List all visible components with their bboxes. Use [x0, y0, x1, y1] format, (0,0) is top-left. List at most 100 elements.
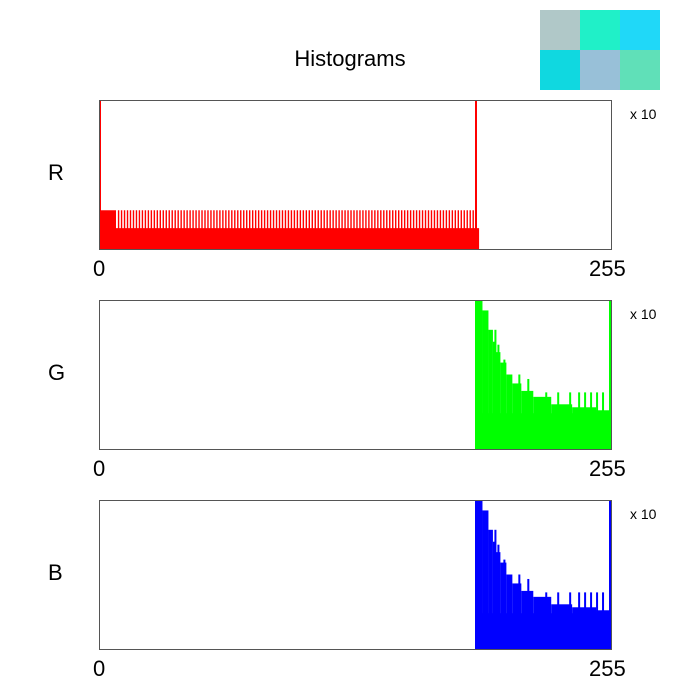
- x-tick-max-g: 255: [589, 456, 626, 481]
- histogram-bar: [590, 392, 593, 449]
- thumbnail-cell: [540, 10, 580, 50]
- histogram-bar: [460, 210, 462, 249]
- histogram-bar: [551, 404, 573, 449]
- histogram-bar: [296, 210, 299, 249]
- histogram-bar: [201, 210, 203, 249]
- histogram-bar: [362, 210, 364, 249]
- thumbnail-cell: [620, 10, 660, 50]
- histogram-bar: [302, 210, 305, 249]
- histogram-bar: [174, 210, 176, 249]
- histogram-bar: [472, 210, 474, 249]
- histogram-bar: [320, 210, 322, 249]
- histogram-bar: [257, 210, 260, 249]
- histogram-bar: [210, 210, 212, 249]
- histogram-bar: [254, 210, 257, 249]
- histogram-bar: [159, 210, 161, 249]
- histogram-bar: [213, 210, 215, 249]
- histogram-bar: [359, 210, 361, 249]
- histogram-bar: [347, 210, 349, 249]
- histogram-bar: [482, 510, 489, 649]
- histogram-bar: [527, 378, 530, 449]
- histogram-bar: [409, 210, 412, 249]
- histogram-bar: [371, 210, 373, 249]
- histogram-bar: [275, 210, 278, 249]
- histogram-bar: [156, 210, 159, 249]
- histogram-bar: [380, 210, 382, 249]
- histogram-bar: [448, 210, 451, 249]
- histogram-bar: [123, 210, 126, 249]
- histogram-bar: [584, 392, 587, 449]
- histogram-bar: [412, 210, 415, 249]
- histogram-bar: [512, 583, 522, 649]
- histogram-bar: [572, 607, 597, 649]
- histogram-bar: [249, 210, 251, 249]
- histogram-bar: [386, 210, 388, 249]
- histogram-bar: [192, 210, 194, 249]
- histogram-bar: [344, 210, 346, 249]
- histogram-r: R x 10 0 255: [0, 100, 700, 290]
- thumbnail-cell: [620, 50, 660, 90]
- histogram-bar: [609, 300, 611, 449]
- histogram-bar: [189, 210, 191, 249]
- histogram-bar: [503, 359, 506, 449]
- histogram-bar: [335, 210, 337, 249]
- histogram-bar: [497, 544, 500, 649]
- histogram-bar: [439, 210, 442, 249]
- multiplier-label-r: x 10: [630, 106, 657, 122]
- channel-label-g: G: [48, 360, 66, 385]
- histogram-bar: [240, 210, 242, 249]
- histogram-bar: [424, 210, 427, 249]
- histogram-bar: [512, 383, 522, 449]
- histogram-bar: [374, 210, 376, 249]
- histogram-bar: [284, 210, 287, 249]
- histogram-bar: [475, 100, 477, 249]
- histogram-bar: [263, 210, 266, 249]
- histogram-bar: [518, 574, 521, 649]
- histogram-bar: [403, 210, 406, 249]
- histogram-bar: [147, 210, 150, 249]
- histogram-bar: [195, 210, 197, 249]
- channel-label-r: R: [48, 160, 64, 185]
- histogram-bar: [596, 592, 599, 649]
- histogram-bar: [365, 210, 367, 249]
- histogram-bar: [272, 210, 275, 249]
- histogram-bar: [356, 210, 358, 249]
- histogram-bar: [494, 329, 497, 449]
- plot-area-b: [99, 500, 612, 650]
- histogram-bar: [228, 210, 230, 249]
- histogram-bar: [350, 210, 352, 249]
- thumbnail-cell: [580, 10, 620, 50]
- histogram-bar: [421, 210, 424, 249]
- x-tick-min-b: 0: [93, 656, 106, 681]
- histogram-bar: [141, 210, 144, 249]
- histogram-bar: [168, 210, 170, 249]
- histogram-bar: [323, 210, 325, 249]
- histogram-bar: [527, 578, 530, 649]
- histogram-bar: [475, 500, 483, 649]
- histogram-bar: [278, 210, 281, 249]
- histogram-bar: [503, 559, 506, 649]
- histogram-bar: [117, 210, 120, 249]
- histogram-bar: [533, 396, 552, 449]
- histogram-bar: [569, 392, 572, 449]
- histogram-bar: [150, 210, 153, 249]
- histogram-bar: [469, 210, 471, 249]
- histogram-bar: [377, 210, 379, 249]
- histogram-bar: [557, 592, 560, 649]
- histogram-bar: [445, 210, 448, 249]
- histogram-bar: [216, 210, 218, 249]
- histogram-bar: [219, 210, 221, 249]
- histogram-bar: [430, 210, 433, 249]
- histogram-bar: [314, 210, 316, 249]
- histogram-bar: [497, 344, 500, 449]
- histogram-bar: [299, 210, 302, 249]
- histogram-bar: [494, 529, 497, 649]
- histogram-bar: [311, 210, 313, 249]
- histogram-bar: [338, 210, 340, 249]
- histogram-bar: [451, 210, 454, 249]
- histogram-bar: [132, 210, 135, 249]
- histogram-bar: [533, 596, 552, 649]
- histogram-bar: [457, 210, 459, 249]
- histogram-bar: [129, 210, 132, 249]
- histogram-bar: [144, 210, 147, 249]
